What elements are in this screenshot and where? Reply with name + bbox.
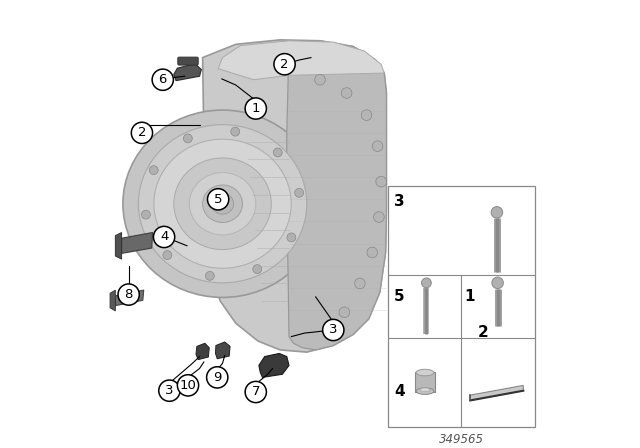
Text: 5: 5 xyxy=(394,289,404,304)
Polygon shape xyxy=(122,233,152,254)
Polygon shape xyxy=(115,233,122,259)
Ellipse shape xyxy=(138,125,307,283)
Text: 1: 1 xyxy=(465,289,475,304)
FancyBboxPatch shape xyxy=(178,57,198,65)
Text: 2: 2 xyxy=(477,325,488,340)
Circle shape xyxy=(231,127,239,136)
Circle shape xyxy=(141,210,150,219)
Circle shape xyxy=(253,265,262,274)
Circle shape xyxy=(163,250,172,259)
Polygon shape xyxy=(196,343,209,360)
Text: 2: 2 xyxy=(280,58,289,71)
Circle shape xyxy=(287,233,296,242)
Circle shape xyxy=(245,381,266,403)
Circle shape xyxy=(149,166,158,175)
Text: 7: 7 xyxy=(252,385,260,399)
Text: 4: 4 xyxy=(160,230,168,243)
Polygon shape xyxy=(287,41,387,350)
Circle shape xyxy=(207,189,228,210)
Ellipse shape xyxy=(189,172,256,235)
Text: 3: 3 xyxy=(329,323,337,336)
Circle shape xyxy=(367,247,378,258)
Circle shape xyxy=(273,148,282,157)
Ellipse shape xyxy=(416,369,434,376)
Circle shape xyxy=(315,74,325,85)
Circle shape xyxy=(339,307,349,318)
Text: 1: 1 xyxy=(252,102,260,115)
Ellipse shape xyxy=(416,388,434,394)
Circle shape xyxy=(355,278,365,289)
Text: 349565: 349565 xyxy=(439,433,484,446)
Circle shape xyxy=(376,176,387,187)
Ellipse shape xyxy=(203,185,243,223)
Text: 4: 4 xyxy=(394,384,404,400)
Circle shape xyxy=(295,189,303,197)
Text: 3: 3 xyxy=(165,384,173,397)
Circle shape xyxy=(131,122,152,143)
Circle shape xyxy=(323,319,344,340)
Circle shape xyxy=(341,88,352,98)
Circle shape xyxy=(154,226,175,248)
Circle shape xyxy=(372,141,383,151)
Circle shape xyxy=(207,367,228,388)
Circle shape xyxy=(492,277,504,289)
Polygon shape xyxy=(203,40,387,352)
Text: 8: 8 xyxy=(124,288,133,301)
Text: 9: 9 xyxy=(213,371,221,384)
Text: 5: 5 xyxy=(214,193,222,206)
Ellipse shape xyxy=(154,139,291,268)
Text: 2: 2 xyxy=(138,126,146,139)
FancyBboxPatch shape xyxy=(415,372,435,392)
Ellipse shape xyxy=(123,110,322,297)
Text: 3: 3 xyxy=(394,194,404,209)
Polygon shape xyxy=(174,64,202,81)
Polygon shape xyxy=(218,41,384,80)
Ellipse shape xyxy=(420,388,430,392)
Polygon shape xyxy=(110,290,115,311)
Circle shape xyxy=(245,98,266,119)
Circle shape xyxy=(374,212,384,222)
Circle shape xyxy=(205,271,214,280)
Polygon shape xyxy=(470,385,524,401)
Polygon shape xyxy=(259,353,289,377)
Circle shape xyxy=(177,375,198,396)
Ellipse shape xyxy=(174,158,271,250)
Text: 6: 6 xyxy=(159,73,167,86)
Circle shape xyxy=(361,110,372,121)
Circle shape xyxy=(422,278,431,288)
Text: 10: 10 xyxy=(180,379,196,392)
Circle shape xyxy=(184,134,192,143)
Polygon shape xyxy=(216,342,230,359)
FancyBboxPatch shape xyxy=(388,186,535,427)
Circle shape xyxy=(118,284,140,305)
Circle shape xyxy=(152,69,173,90)
Polygon shape xyxy=(115,290,144,306)
Circle shape xyxy=(159,380,180,401)
Circle shape xyxy=(274,54,295,75)
Circle shape xyxy=(491,207,502,218)
Ellipse shape xyxy=(211,194,234,214)
